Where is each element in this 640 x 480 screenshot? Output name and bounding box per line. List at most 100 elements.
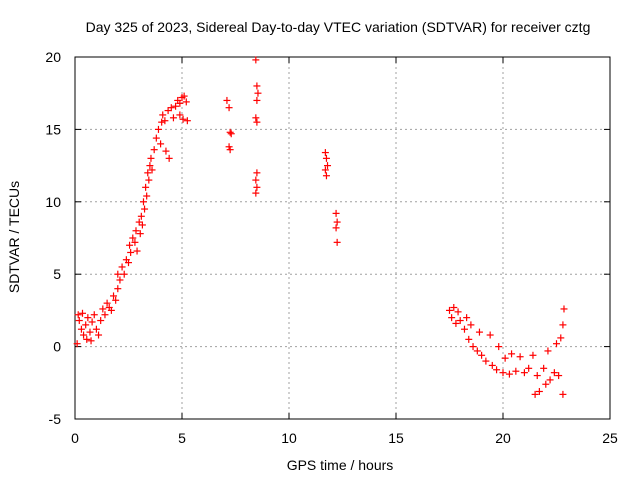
data-point [253,118,261,126]
data-point [473,347,481,355]
data-point [465,335,473,343]
data-point [226,146,234,154]
data-point [493,366,501,374]
data-point [125,259,132,267]
data-point [82,321,90,329]
data-point [448,314,456,322]
data-point [252,189,260,197]
x-tick-label: 15 [388,430,404,446]
data-point [557,334,565,342]
data-point [142,183,150,191]
data-point [505,370,513,378]
data-point [482,357,490,365]
data-point [495,343,503,351]
data-point [478,351,486,359]
data-point [101,311,109,319]
data-points [73,56,568,398]
data-point [182,98,190,106]
data-point [467,321,475,329]
data-point [90,311,98,319]
data-point [145,176,153,184]
data-point [118,263,126,271]
y-tick-label: 0 [53,339,61,355]
data-point [73,340,81,348]
data-point [252,114,260,122]
data-point [107,306,115,314]
data-point [114,285,122,293]
data-point [116,276,124,284]
x-tick-label: 5 [178,430,186,446]
data-point [77,325,85,333]
data-point [180,92,188,100]
data-point [176,111,184,119]
data-point [179,115,187,123]
data-point [533,372,541,380]
x-tick-label: 0 [71,430,79,446]
data-point [321,166,329,174]
y-tick-label: 10 [45,194,61,210]
data-point [103,299,111,307]
data-point [535,387,543,395]
data-point [460,325,468,333]
data-point [332,209,340,217]
chart-title: Day 325 of 2023, Sidereal Day-to-day VTE… [86,19,591,35]
data-point [475,328,483,336]
data-point [165,154,173,162]
data-point [75,317,83,325]
data-point [172,102,180,110]
data-point [144,169,152,177]
data-point [150,146,158,154]
data-point [560,305,568,313]
data-point [501,354,509,362]
data-point [74,311,82,319]
data-point [452,319,460,327]
y-axis-label: SDTVAR / TECUs [6,181,22,293]
data-point [159,111,167,119]
data-point [133,247,141,255]
data-point [112,296,120,304]
data-point [132,227,140,235]
data-point [546,376,554,384]
data-point [223,96,231,104]
grid [75,57,610,419]
data-point [97,317,105,325]
data-point [88,318,96,326]
data-point [252,176,260,184]
data-point [137,212,145,220]
y-tick-label: 15 [45,121,61,137]
data-point [253,169,261,177]
data-point [126,241,134,249]
data-point [146,162,154,170]
data-point [78,309,86,317]
x-axis-label: GPS time / hours [287,457,394,473]
data-point [525,364,533,372]
data-point [333,218,341,226]
data-point [129,234,137,242]
data-point [131,238,139,246]
data-point [559,390,567,398]
data-point [169,114,177,122]
data-point [512,367,520,375]
data-point [540,364,548,372]
data-point [469,343,477,351]
data-point [87,337,95,345]
data-point [486,331,494,339]
data-point [333,238,341,246]
data-point [531,390,539,398]
x-tick-label: 10 [281,430,297,446]
data-point [136,230,144,238]
data-point [152,134,160,142]
data-point [225,104,233,112]
data-point [154,125,162,133]
data-point [95,331,103,339]
data-point [508,350,516,358]
data-point [450,304,458,312]
data-point [553,340,560,348]
data-point [322,154,330,162]
data-point [227,130,235,138]
x-tick-label: 20 [495,430,511,446]
data-point [80,331,88,339]
data-point [162,147,170,155]
data-point [86,328,94,336]
